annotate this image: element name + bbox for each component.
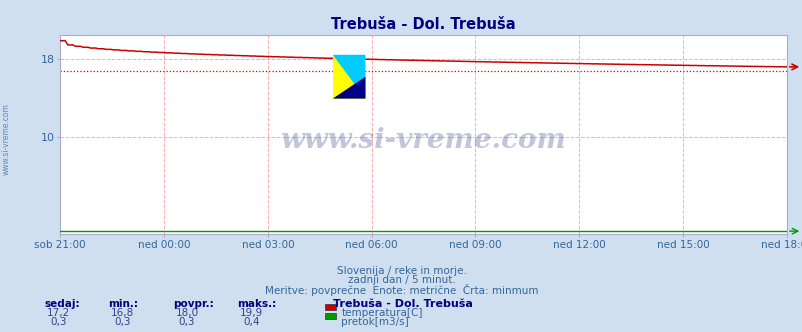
Text: maks.:: maks.: [237, 299, 276, 309]
Text: min.:: min.: [108, 299, 138, 309]
Text: zadnji dan / 5 minut.: zadnji dan / 5 minut. [347, 275, 455, 285]
Text: 0,3: 0,3 [51, 317, 67, 327]
Text: sedaj:: sedaj: [44, 299, 79, 309]
Text: 0,3: 0,3 [179, 317, 195, 327]
Text: www.si-vreme.com: www.si-vreme.com [2, 104, 11, 175]
Text: 16,8: 16,8 [111, 308, 134, 318]
Polygon shape [332, 55, 365, 99]
Text: povpr.:: povpr.: [172, 299, 213, 309]
Text: Trebuša - Dol. Trebuša: Trebuša - Dol. Trebuša [333, 299, 472, 309]
Polygon shape [332, 77, 365, 99]
Text: 19,9: 19,9 [240, 308, 262, 318]
Text: 17,2: 17,2 [47, 308, 70, 318]
Text: pretok[m3/s]: pretok[m3/s] [341, 317, 408, 327]
Text: Slovenija / reke in morje.: Slovenija / reke in morje. [336, 266, 466, 276]
Text: www.si-vreme.com: www.si-vreme.com [280, 127, 566, 154]
Title: Trebuša - Dol. Trebuša: Trebuša - Dol. Trebuša [331, 17, 515, 32]
FancyBboxPatch shape [332, 55, 365, 99]
Text: Meritve: povprečne  Enote: metrične  Črta: minmum: Meritve: povprečne Enote: metrične Črta:… [265, 284, 537, 295]
Text: 18,0: 18,0 [176, 308, 198, 318]
Text: temperatura[C]: temperatura[C] [341, 308, 422, 318]
Text: 0,4: 0,4 [243, 317, 259, 327]
Text: 0,3: 0,3 [115, 317, 131, 327]
